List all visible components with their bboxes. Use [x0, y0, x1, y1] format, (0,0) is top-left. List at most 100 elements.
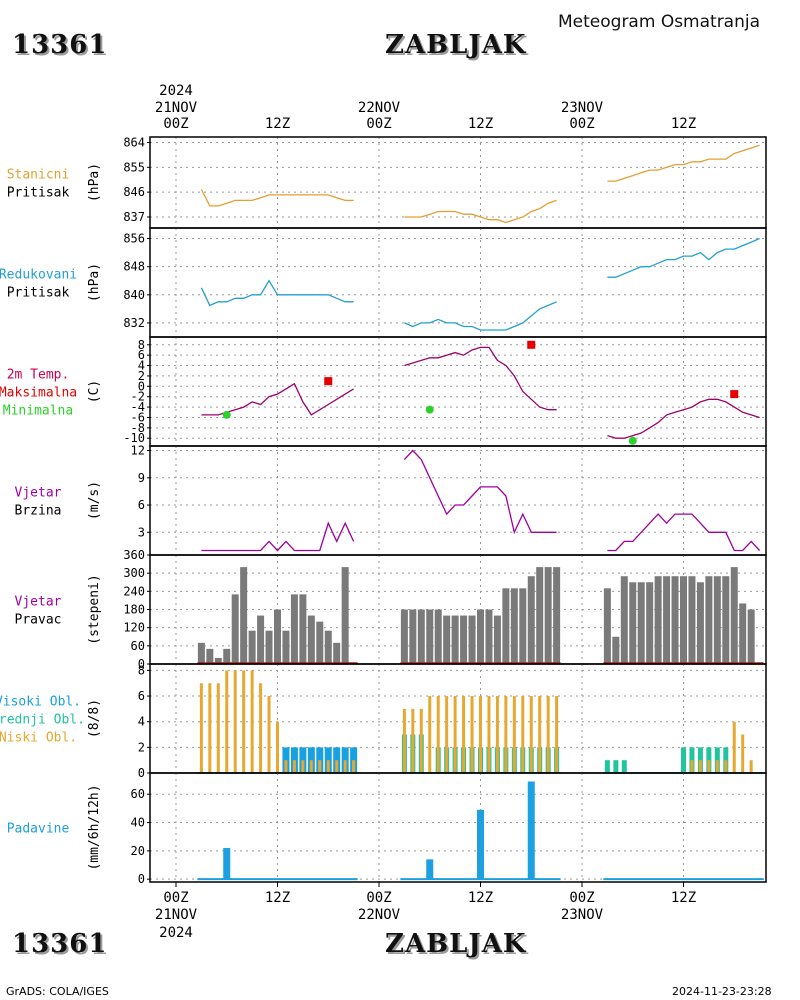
y-axis-label: (mm/6h/12h)	[87, 784, 102, 870]
cloud-bar	[470, 696, 474, 773]
series-line	[200, 279, 354, 307]
series-line	[607, 513, 761, 552]
cloud-bar	[199, 683, 203, 773]
cloud-bar	[749, 760, 753, 773]
panel-label: Brzina	[15, 504, 62, 519]
tmax-marker	[527, 340, 536, 349]
wind-direction-bar	[299, 594, 307, 664]
wind-direction-bar	[265, 630, 273, 664]
wind-direction-bar	[637, 582, 645, 664]
footer-timestamp: 2024-11-23-23:28	[672, 985, 772, 998]
wind-direction-bar	[240, 567, 248, 664]
wind-direction-bar	[341, 567, 349, 664]
cloud-bar	[487, 696, 491, 773]
x-tick-label-top: 00Z	[569, 116, 594, 132]
x-tick-label-bottom: 00Z	[366, 890, 391, 906]
wind-direction-bar	[493, 615, 501, 664]
y-tick-label: 848	[123, 260, 145, 274]
y-tick-label: 6	[138, 689, 145, 703]
wind-direction-bar	[223, 648, 231, 664]
y-axis-label: (8/8)	[87, 699, 102, 738]
cloud-bar	[233, 670, 237, 773]
cloud-bar	[621, 760, 627, 773]
day-label-top: 22NOV	[358, 100, 401, 116]
x-tick-label-bottom: 12Z	[671, 890, 696, 906]
y-tick-label: -6	[131, 410, 145, 424]
cloud-bar	[292, 760, 296, 773]
day-label-bottom: 21NOV	[155, 907, 198, 923]
x-tick-label-bottom: 12Z	[265, 890, 290, 906]
wind-direction-bar	[646, 582, 654, 664]
panel-label: Niski Obl.	[0, 731, 77, 746]
x-tick-label-bottom: 12Z	[468, 890, 493, 906]
cloud-bar	[276, 721, 279, 773]
y-tick-label: -8	[131, 421, 145, 435]
y-tick-label: 240	[123, 584, 145, 598]
cloud-bar	[613, 760, 619, 773]
footer-credit: GrADS: COLA/IGES	[6, 985, 109, 998]
cloud-bar	[242, 670, 246, 773]
time-axis: 00Z 00Z 12Z 12Z 00Z 00Z 12Z 12Z 00Z 00Z 12Z 12Z 21NO…	[155, 83, 696, 941]
wind-direction-bar	[451, 615, 459, 664]
wind-direction-bar	[510, 588, 518, 664]
wind-direction-bar	[722, 576, 730, 664]
y-tick-label: 60	[131, 787, 145, 801]
panel-frame	[149, 227, 767, 338]
panel-station-pressure: 837 846 855 864 (hPa) Stanicni Pritisak	[7, 136, 767, 229]
cloud-bar	[343, 760, 347, 773]
series-line	[201, 521, 355, 552]
cloud-bar	[284, 760, 288, 773]
wind-direction-bar	[206, 648, 214, 664]
wind-direction-bar	[248, 630, 256, 664]
panel-label: Visoki Obl.	[0, 695, 81, 710]
panel-wind-speed: 3 6 9 12 (m/s) Vjetar Brzina	[15, 444, 767, 556]
tmax-marker	[324, 377, 333, 386]
panel-label: Redukovani	[0, 268, 77, 283]
y-tick-label: 864	[123, 136, 145, 150]
series-line	[404, 199, 557, 224]
station-name-bottom: ZABLJAK	[385, 929, 527, 959]
panel-label: Pritisak	[7, 286, 70, 301]
panel-label: 2m Temp.	[7, 368, 70, 383]
day-label-bottom: 22NOV	[358, 907, 401, 923]
y-tick-label: 832	[123, 316, 145, 330]
y-tick-label: 846	[123, 185, 145, 199]
series-line	[404, 346, 557, 411]
cloud-bar	[690, 760, 694, 773]
y-tick-label: 8	[138, 663, 145, 677]
year-label-top: 2024	[159, 83, 193, 99]
precip-bar	[477, 809, 484, 880]
y-tick-label: 180	[123, 603, 145, 617]
cloud-bar	[352, 760, 356, 773]
wind-direction-bar	[443, 615, 451, 664]
wind-direction-bar	[713, 576, 721, 664]
wind-direction-bar	[282, 630, 290, 664]
wind-direction-bar	[426, 609, 434, 664]
wind-direction-bar	[671, 576, 679, 664]
x-tick-label-top: 12Z	[265, 116, 290, 132]
wind-direction-bar	[747, 609, 755, 664]
x-tick-label-top: 00Z	[366, 116, 391, 132]
cloud-bar	[436, 696, 440, 773]
cloud-bar	[216, 683, 220, 773]
x-tick-label-top: 00Z	[163, 116, 188, 132]
panel-frame	[149, 445, 767, 556]
panel-label: Pritisak	[7, 186, 70, 201]
cloud-bar	[698, 760, 702, 773]
y-tick-label: 120	[123, 621, 145, 635]
y-axis-label: (stepeni)	[87, 574, 102, 644]
wind-direction-bar	[333, 642, 341, 664]
y-tick-label: 300	[123, 566, 145, 580]
y-tick-label: 40	[131, 816, 145, 830]
y-tick-label: 840	[123, 288, 145, 302]
wind-direction-bar	[400, 609, 408, 664]
panel-label: Vjetar	[15, 486, 62, 501]
wind-direction-bar	[468, 615, 476, 664]
series-line	[607, 144, 760, 182]
series-line	[607, 398, 760, 439]
cloud-bar	[521, 696, 525, 773]
tmin-marker	[425, 405, 434, 414]
cloud-bar	[428, 696, 432, 773]
wind-direction-bar	[316, 621, 324, 664]
